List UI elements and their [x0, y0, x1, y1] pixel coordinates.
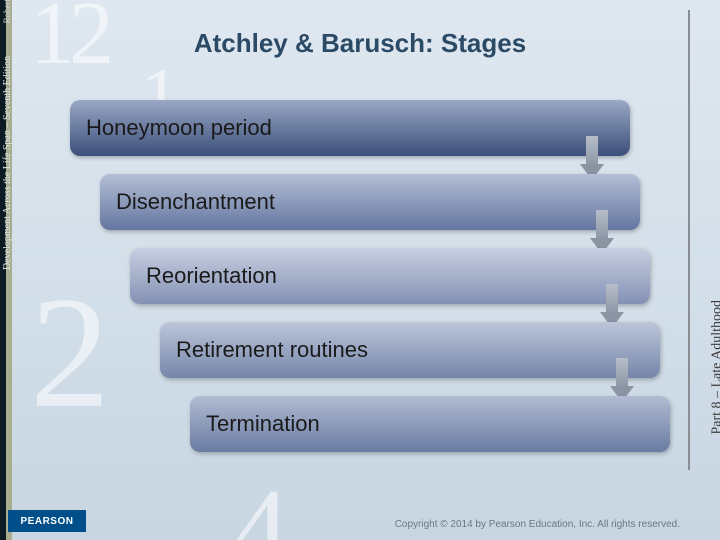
stage-label: Retirement routines — [176, 337, 368, 363]
stage-label: Honeymoon period — [86, 115, 272, 141]
stage-box: Honeymoon period — [70, 100, 630, 156]
right-divider — [688, 10, 690, 470]
stage-box: Disenchantment — [100, 174, 640, 230]
copyright-text: Copyright © 2014 by Pearson Education, I… — [395, 519, 680, 530]
stage-box: Reorientation — [130, 248, 650, 304]
watermark-4: 4 — [230, 462, 290, 540]
spine-book-title: Development Across the Life Span – Seven… — [2, 56, 13, 270]
pearson-logo: PEARSON — [8, 510, 86, 532]
stage-box: Termination — [190, 396, 670, 452]
stage-label: Disenchantment — [116, 189, 275, 215]
spine-author: Robert S. Feldman — [2, 0, 12, 23]
part-label: Part 8 – Late Adulthood — [710, 300, 720, 435]
watermark-2: 2 — [30, 260, 110, 445]
stage-box: Retirement routines — [160, 322, 660, 378]
stage-label: Termination — [206, 411, 320, 437]
stage-label: Reorientation — [146, 263, 277, 289]
slide-root: 12 1 2 4 Development Across the Life Spa… — [0, 0, 720, 540]
page-title: Atchley & Barusch: Stages — [0, 28, 720, 59]
